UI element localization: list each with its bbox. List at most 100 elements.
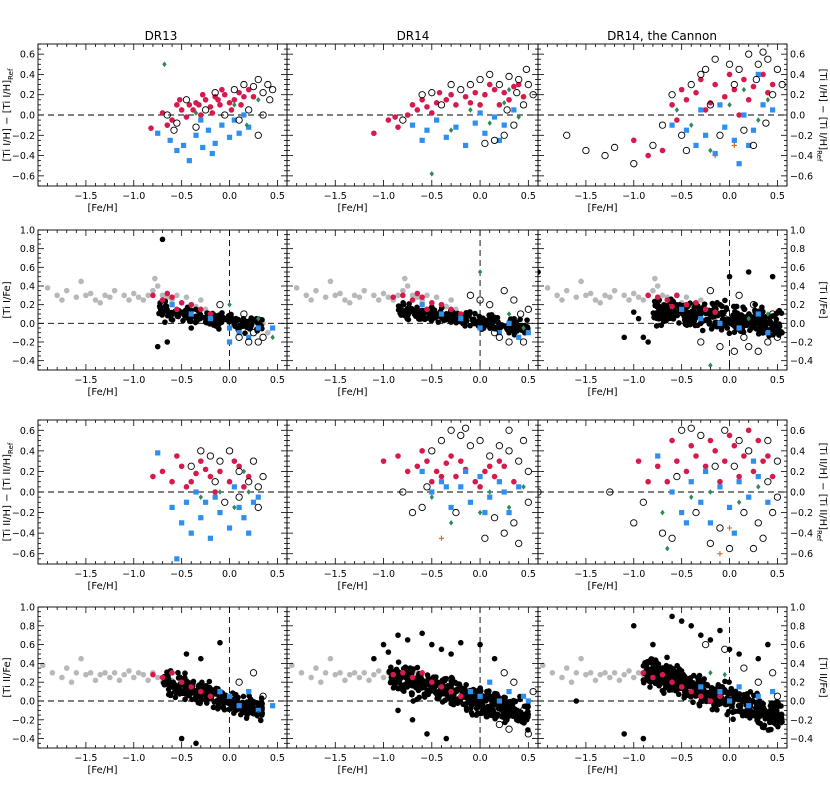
data-point-red [245,86,252,93]
data-point-red [506,96,512,103]
data-point-black [776,321,782,327]
data-point-blue [698,684,704,690]
data-point-red [448,306,454,313]
data-point-black [740,664,748,672]
data-point-black [735,65,743,74]
data-point-black [735,291,743,299]
data-point-green [246,489,251,495]
data-point-grey [140,297,147,303]
data-point-black [670,298,676,305]
data-point-black [219,704,226,711]
data-point-black [245,338,253,346]
x-tick-label: 0.0 [722,191,737,202]
data-point-red [424,458,430,464]
data-point-red [769,473,776,480]
data-point-black [405,305,412,312]
data-point-black [735,702,742,709]
data-point-grey [121,671,127,678]
x-tick-label: 0.0 [473,753,488,764]
y-tick-label-left: −0.6 [12,171,35,182]
data-point-blue [702,132,709,138]
data-point-grey [313,287,319,294]
data-point-blue [472,120,478,126]
data-point-grey [539,662,546,669]
data-point-black [725,690,732,697]
x-tick-label: 0.0 [722,569,737,580]
plot-area [287,607,538,748]
data-point-grey [375,297,382,303]
data-point-grey [602,670,608,676]
data-point-black [462,323,468,329]
data-point-black [711,55,719,63]
data-point-green [765,311,771,317]
data-point-blue [655,453,661,459]
data-point-red [241,93,247,100]
data-point-blue [174,147,180,154]
data-point-black [754,60,762,68]
data-point-grey [265,329,271,336]
data-point-green [477,509,483,516]
data-point-black [489,319,495,325]
data-point-red [760,458,766,464]
data-point-black [697,70,705,79]
data-point-black [743,322,750,329]
data-point-black [175,675,182,681]
panel-row2-col3: −1.5 −1.0 −0.5 0.0 0.5 [Fe/H] [537,229,788,398]
y-tick-label-right: 0.4 [790,282,805,293]
data-point-black [524,305,532,313]
data-point-black [690,699,696,706]
data-point-red [404,468,411,475]
data-point-red [693,89,699,96]
data-point-red [491,86,498,93]
data-point-grey [573,294,580,301]
data-point-blue [231,117,237,123]
data-point-black [766,719,773,726]
data-point-blue [202,499,209,505]
data-point-blue [491,114,498,120]
data-point-blue [683,127,690,133]
data-point-black [739,712,746,719]
data-point-black [240,693,247,700]
data-point-blue [186,158,192,164]
y-tick-label-right: 0.8 [790,244,805,255]
data-point-red [414,290,421,297]
data-point-grey [654,283,661,289]
data-point-black [462,687,468,694]
data-point-grey [39,662,46,669]
data-point-grey [154,283,161,289]
data-point-blue [462,468,469,475]
data-point-grey [116,677,123,684]
data-point-blue [443,484,449,490]
data-point-black [668,534,676,542]
data-point-black [703,316,710,323]
data-point-red [231,458,238,464]
plot-area [287,230,538,370]
data-point-red [198,688,204,695]
data-point-red [438,301,445,308]
data-point-black [649,141,657,150]
y-axis-label-right: [Ti I/H] − [Ti I/H]Ref [815,69,828,162]
data-point-black [517,316,523,323]
data-point-black [644,658,651,665]
data-point-blue [525,698,531,704]
data-point-grey [587,290,594,297]
data-point-blue [679,509,685,516]
data-point-black [215,706,221,712]
data-point-black [695,675,701,681]
data-point-red [226,100,233,106]
plot-area [38,607,287,748]
data-point-green [689,494,694,500]
data-point-green [198,494,204,500]
data-point-black [706,287,715,295]
data-point-black [768,726,774,733]
data-point-green [241,468,247,475]
x-tick-label: 0.0 [222,375,237,386]
data-point-black [396,679,403,686]
data-point-blue [255,707,261,713]
data-point-black [406,301,412,307]
data-point-black [717,627,723,634]
data-point-blue [698,107,704,113]
data-point-black [443,675,450,682]
data-point-black [404,637,411,643]
data-point-grey [322,670,329,676]
